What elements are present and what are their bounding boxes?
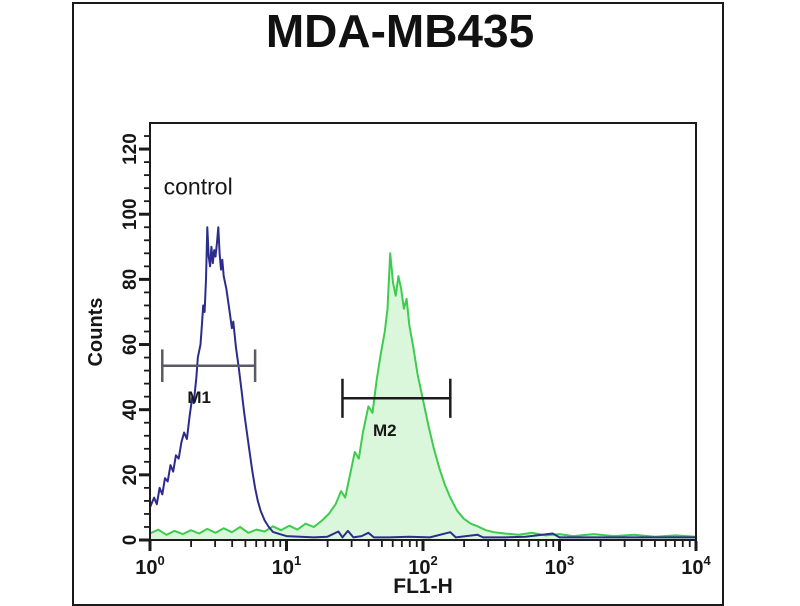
x-axis-tick-label: 101	[272, 553, 301, 579]
annotation-control: control	[164, 174, 233, 200]
stained-series-curve	[150, 252, 696, 538]
y-axis-tick-label: 60	[120, 334, 141, 355]
gate-marker-m2	[341, 378, 452, 418]
y-axis-title: Counts	[85, 298, 107, 367]
y-axis-tick-label: 40	[120, 399, 141, 420]
y-axis-tick-label: 80	[120, 269, 141, 290]
stained-series-fill	[150, 253, 696, 540]
y-axis-tick-label: 20	[120, 464, 141, 485]
x-axis-tick-label: 102	[408, 553, 437, 579]
x-axis-title: FL1-H	[393, 575, 453, 598]
control-series-curve	[150, 226, 696, 539]
y-axis-tick-label: 0	[120, 535, 141, 546]
gate-marker-label: M2	[373, 421, 397, 440]
x-axis-tick-label: 103	[545, 553, 574, 579]
axis-ticks	[139, 135, 698, 551]
chart-title: MDA-MB435	[265, 5, 535, 57]
x-axis-tick-label: 100	[135, 553, 164, 579]
plot-frame	[149, 122, 697, 541]
gate-marker-m1	[161, 349, 257, 382]
gate-marker-label: M1	[187, 388, 211, 407]
figure-border	[72, 2, 724, 606]
x-axis-tick-label: 104	[681, 553, 711, 579]
flow-cytometry-histogram-plot: 0 20 40 60 80 100 120 100 101 102 103 104 M1 M2 contro…	[85, 122, 712, 598]
y-axis-tick-label: 100	[120, 198, 141, 230]
y-axis-tick-label: 120	[120, 133, 141, 165]
